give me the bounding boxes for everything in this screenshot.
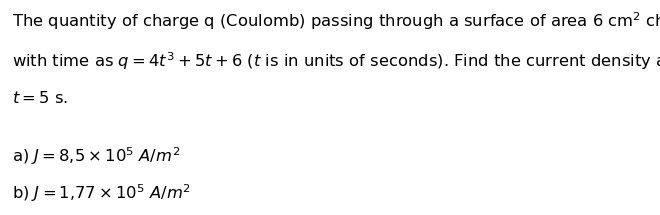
Text: b) $J = 1{,}77 \times 10^5\ A/m^2$: b) $J = 1{,}77 \times 10^5\ A/m^2$	[12, 183, 191, 204]
Text: a) $J = 8{,}5 \times 10^5\ A/m^2$: a) $J = 8{,}5 \times 10^5\ A/m^2$	[12, 145, 180, 167]
Text: with time as $q = 4t^3 + 5t + 6$ ($t$ is in units of seconds). Find the current : with time as $q = 4t^3 + 5t + 6$ ($t$ is…	[12, 51, 660, 72]
Text: $t = 5$ s.: $t = 5$ s.	[12, 90, 68, 106]
Text: The quantity of charge q (Coulomb) passing through a surface of area 6 cm$^2$ ch: The quantity of charge q (Coulomb) passi…	[12, 11, 660, 32]
